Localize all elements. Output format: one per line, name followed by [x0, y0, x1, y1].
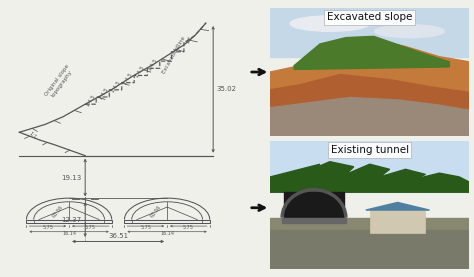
- Bar: [34, 220, 104, 223]
- Text: R3.56: R3.56: [149, 205, 162, 219]
- Text: 19.13: 19.13: [61, 175, 82, 181]
- Text: 1:1: 1:1: [27, 131, 37, 140]
- Polygon shape: [270, 162, 469, 192]
- Ellipse shape: [374, 25, 444, 38]
- Bar: [270, 141, 469, 192]
- Text: Original slope
topography: Original slope topography: [44, 64, 75, 101]
- Text: 1:4.5: 1:4.5: [110, 79, 122, 93]
- Polygon shape: [270, 75, 469, 136]
- Text: 1:4.5: 1:4.5: [98, 86, 109, 100]
- Text: 1:1: 1:1: [185, 34, 194, 44]
- Text: 5.75: 5.75: [42, 225, 53, 230]
- Text: 1:4.5: 1:4.5: [122, 72, 133, 86]
- Text: Excavation line: Excavation line: [162, 36, 187, 75]
- Text: 5.75: 5.75: [85, 225, 96, 230]
- Polygon shape: [294, 36, 449, 70]
- Text: 16.14: 16.14: [160, 230, 174, 235]
- Polygon shape: [270, 98, 469, 136]
- Text: 1:1: 1:1: [173, 42, 182, 52]
- Text: 12.37: 12.37: [62, 217, 82, 223]
- Text: Excavated slope: Excavated slope: [327, 12, 412, 22]
- Polygon shape: [366, 202, 429, 210]
- Text: 1:4.5: 1:4.5: [85, 94, 97, 108]
- Bar: [370, 210, 426, 233]
- Bar: [27, 220, 112, 223]
- Text: 5.75: 5.75: [140, 225, 151, 230]
- Bar: [132, 220, 202, 223]
- Bar: [270, 218, 469, 269]
- Bar: [282, 218, 346, 223]
- Text: R3.56: R3.56: [52, 205, 64, 219]
- Text: 16.14: 16.14: [62, 230, 76, 235]
- Ellipse shape: [290, 16, 370, 31]
- Text: 5.75: 5.75: [183, 225, 194, 230]
- Polygon shape: [270, 39, 469, 136]
- Text: 1:4.5: 1:4.5: [147, 58, 158, 71]
- Text: Existing tunnel: Existing tunnel: [331, 145, 409, 155]
- Text: 1:4.5: 1:4.5: [134, 65, 146, 79]
- Bar: [270, 8, 469, 57]
- Polygon shape: [284, 192, 344, 222]
- Text: 36.51: 36.51: [108, 233, 128, 239]
- Bar: [270, 230, 469, 269]
- Bar: [125, 220, 210, 223]
- Text: 35.02: 35.02: [217, 86, 237, 92]
